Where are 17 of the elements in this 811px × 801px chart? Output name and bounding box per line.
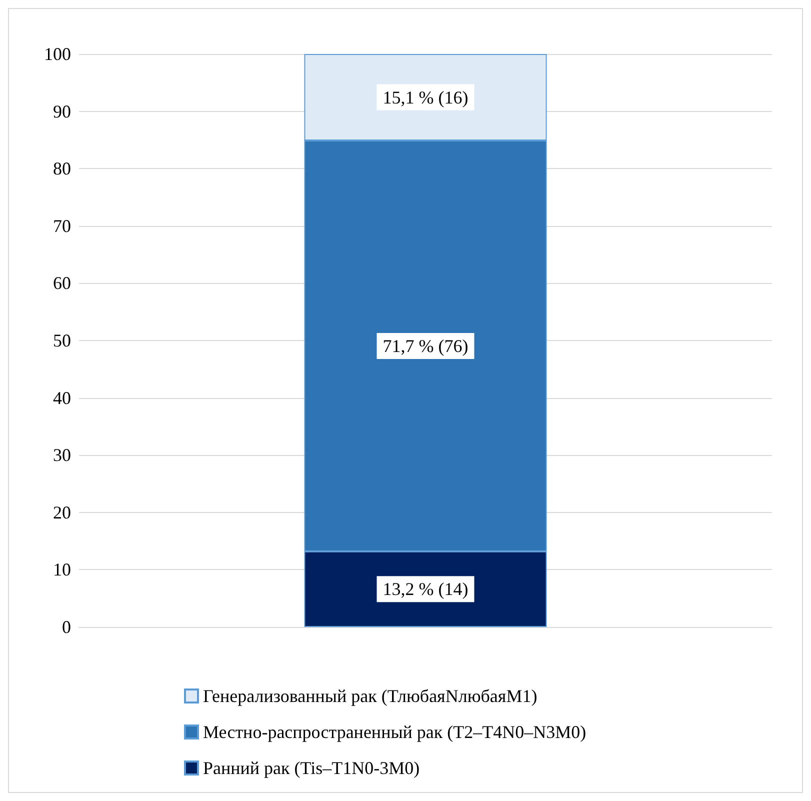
data-label: 71,7 % (76) (382, 336, 468, 356)
y-tick-label: 40 (53, 388, 71, 408)
legend-label: Местно-распространенный рак (T2–T4N0–N3M0) (203, 722, 586, 742)
y-tick-label: 30 (53, 445, 71, 466)
data-label: 15,1 % (16) (382, 87, 468, 108)
legend-label: Генерализованный рак (ТлюбаяNлюбаяМ1) (203, 686, 538, 706)
y-tick-label: 90 (53, 101, 71, 122)
y-tick-label: 0 (62, 617, 71, 637)
y-tick-label: 50 (53, 330, 71, 350)
y-tick-label: 10 (53, 560, 71, 580)
y-tick-label: 60 (53, 273, 71, 294)
y-tick-label: 100 (44, 44, 71, 64)
y-tick-label: 80 (53, 158, 71, 179)
y-tick-label: 70 (53, 216, 71, 236)
legend-label: Ранний рак (Tis–T1N0-3M0) (203, 758, 420, 778)
y-tick-label: 20 (53, 502, 71, 522)
data-label: 13,2 % (14) (382, 579, 468, 600)
